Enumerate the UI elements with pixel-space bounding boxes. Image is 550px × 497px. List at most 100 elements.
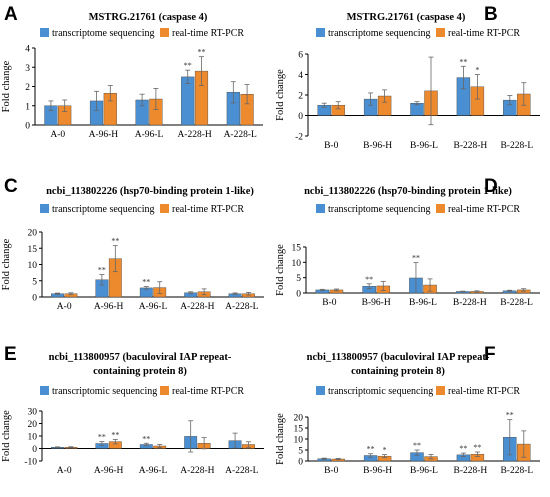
legend-label: real-time RT-PCR: [448, 28, 520, 39]
y-tick-label: 15: [294, 425, 304, 435]
panel-letter: D: [484, 176, 498, 197]
legend-label: real-time RT-PCR: [172, 204, 244, 215]
x-tick-label: B-0: [322, 298, 337, 308]
y-tick-label: 10: [292, 259, 302, 269]
x-tick-label: A-228-L: [224, 130, 257, 140]
significance-marker: *: [475, 66, 479, 75]
y-tick-label: 20: [28, 420, 38, 430]
chart-title: MSTRG.21761 (caspase 4): [347, 12, 466, 23]
y-tick-label: 2: [25, 83, 30, 93]
y-tick-label: 10: [294, 436, 304, 446]
y-tick-label: 0: [32, 294, 37, 304]
x-tick-label: B-0: [324, 141, 339, 151]
chart-title: ncbi_113802226 (hsp70-binding protein 1-…: [304, 186, 512, 197]
panel-letter: B: [484, 4, 498, 25]
legend-swatch-rtpcr: [160, 28, 169, 37]
significance-marker: **: [142, 278, 150, 287]
y-tick-label: -10: [24, 458, 37, 468]
legend-label: real-time RT-PCR: [448, 204, 520, 215]
panel-letter: C: [4, 176, 18, 197]
legend-swatch-transcriptome: [40, 386, 49, 395]
chart-title: MSTRG.21761 (caspase 4): [89, 12, 208, 23]
significance-marker: **: [111, 237, 119, 246]
significance-marker: **: [111, 430, 119, 439]
legend-label: transcriptome sequencing: [328, 28, 430, 39]
panel-letter: F: [484, 344, 496, 365]
significance-marker: **: [459, 57, 467, 66]
x-tick-label: B-228-L: [500, 298, 533, 308]
chart-title: ncbi_113800957 (baculoviral IAP repeat-: [49, 352, 232, 363]
chart-title: ncbi_113802226 (hsp70-binding protein 1-…: [46, 186, 254, 197]
x-tick-label: A-96-H: [94, 302, 124, 312]
x-tick-label: B-96-H: [363, 466, 392, 476]
x-tick-label: B-228-L: [500, 141, 533, 151]
significance-marker: **: [473, 443, 481, 452]
x-tick-label: B-228-H: [454, 466, 488, 476]
chart-panel-A: A MSTRG.21761 (caspase 4) transcriptome se…: [1, 4, 263, 140]
x-tick-label: A-0: [57, 466, 72, 476]
legend-swatch-rtpcr: [436, 386, 445, 395]
x-tick-label: A-228-L: [225, 466, 258, 476]
x-tick-label: A-228-H: [177, 130, 211, 140]
legend-label: transcriptomic sequencing: [328, 386, 433, 397]
y-tick-label: 2: [298, 92, 303, 102]
y-tick-label: 0: [298, 112, 303, 122]
legend-swatch-transcriptome: [316, 204, 325, 213]
significance-marker: **: [459, 444, 467, 453]
x-tick-label: A-96-H: [89, 130, 119, 140]
significance-marker: **: [98, 266, 106, 275]
legend-label: transcriptomic sequencing: [52, 386, 157, 397]
y-tick-label: 5: [32, 277, 37, 287]
y-tick-label: 6: [298, 51, 303, 61]
y-tick-label: 1: [25, 102, 30, 112]
x-tick-label: B-96-L: [409, 298, 437, 308]
y-tick-label: 15: [28, 245, 38, 255]
y-tick-label: 10: [28, 433, 38, 443]
x-tick-label: A-228-H: [180, 466, 214, 476]
chart-title: containing protein 8): [93, 366, 187, 377]
x-tick-label: A-228-L: [225, 302, 258, 312]
bar-transcriptome: [181, 76, 195, 126]
x-tick-label: A-0: [57, 302, 72, 312]
significance-marker: **: [197, 48, 205, 57]
y-tick-label: 4: [25, 45, 30, 55]
x-tick-label: A-0: [50, 130, 65, 140]
significance-marker: **: [98, 433, 106, 442]
significance-marker: **: [413, 441, 421, 450]
legend-label: transcriptome sequencing: [52, 28, 154, 39]
x-tick-label: B-228-H: [453, 298, 487, 308]
x-tick-label: B-96-H: [362, 298, 391, 308]
legend-swatch-rtpcr: [436, 204, 445, 213]
x-tick-label: B-96-L: [410, 466, 438, 476]
x-tick-label: A-228-H: [180, 302, 214, 312]
y-tick-label: 15: [292, 244, 302, 254]
y-axis-label: Fold change: [275, 244, 286, 296]
significance-marker: **: [142, 434, 150, 443]
legend-swatch-transcriptome: [40, 204, 49, 213]
y-axis-label: Fold change: [1, 238, 12, 290]
x-tick-label: B-228-H: [454, 141, 488, 151]
y-axis-label: Fold change: [1, 60, 12, 112]
significance-marker: **: [506, 411, 514, 420]
y-axis-label: Fold change: [1, 410, 12, 462]
y-tick-label: 0: [296, 290, 301, 300]
x-tick-label: B-228-L: [500, 466, 533, 476]
y-tick-label: 20: [28, 229, 38, 239]
panel-letter: E: [4, 344, 17, 365]
legend-swatch-transcriptome: [316, 28, 325, 37]
y-tick-label: 0: [32, 445, 37, 455]
legend-swatch-rtpcr: [160, 204, 169, 213]
chart-title: ncbi_113800957 (baculoviral IAP repeat-: [307, 352, 490, 363]
x-tick-label: A-96-L: [135, 130, 164, 140]
legend-label: real-time RT-PCR: [172, 28, 244, 39]
x-tick-label: A-96-L: [139, 302, 168, 312]
chart-panel-B: B MSTRG.21761 (caspase 4) transcriptome se…: [275, 4, 540, 151]
x-tick-label: B-0: [324, 466, 339, 476]
y-tick-label: 4: [298, 71, 303, 81]
x-tick-label: A-96-L: [139, 466, 168, 476]
x-tick-label: A-96-H: [94, 466, 124, 476]
